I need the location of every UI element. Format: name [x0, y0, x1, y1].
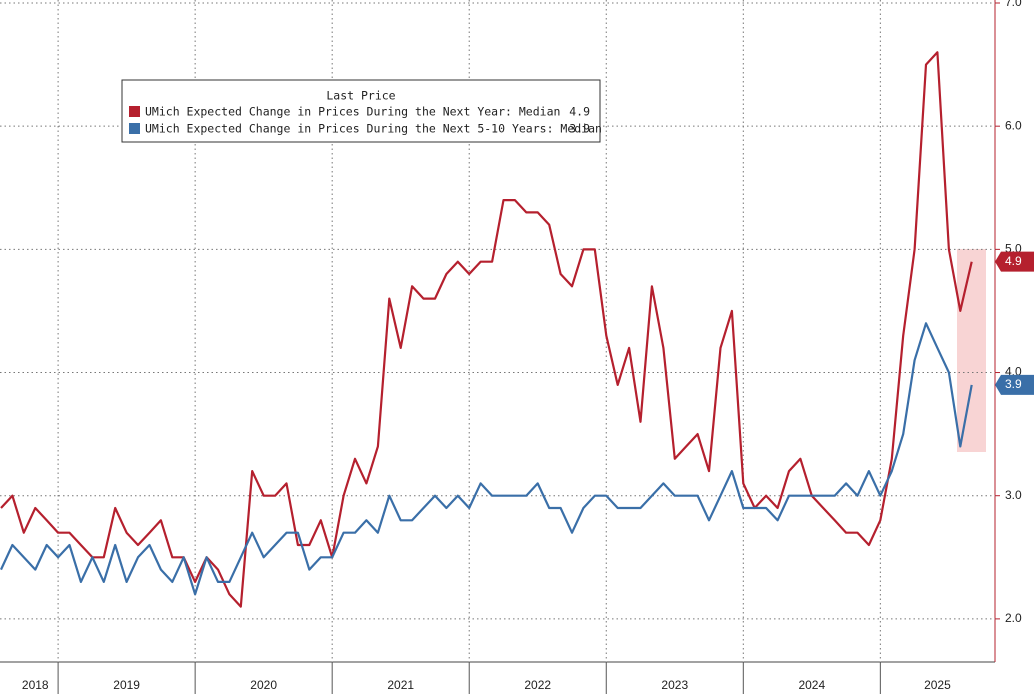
y-tick-label: 6.0 [1005, 118, 1022, 132]
x-tick-label: 2018 [22, 678, 49, 692]
plot-lines [0, 51, 973, 608]
legend-label: UMich Expected Change in Prices During t… [145, 122, 602, 136]
last-value-tags: 4.9 3.9 [995, 251, 1034, 395]
value-tag-label: 3.9 [1005, 377, 1022, 391]
x-tick-label: 2021 [387, 678, 414, 692]
x-tick-label: 2022 [524, 678, 551, 692]
value-tag-label: 4.9 [1005, 254, 1022, 268]
x-tick-label: 2025 [924, 678, 951, 692]
legend-swatch [129, 123, 140, 134]
y-tick-label: 2.0 [1005, 611, 1022, 625]
legend-label: UMich Expected Change in Prices During t… [145, 105, 560, 119]
x-tick-label: 2024 [798, 678, 825, 692]
value-tag [995, 251, 1034, 272]
x-axis: 2018 2019 2020 2021 2022 2023 2024 2025 [22, 662, 951, 694]
legend-swatch [129, 106, 140, 117]
y-tick-label: 3.0 [1005, 488, 1022, 502]
highlight-region [957, 249, 986, 452]
legend-value: 4.9 [569, 105, 590, 119]
series-line [0, 322, 973, 596]
value-tag [995, 374, 1034, 395]
x-tick-label: 2020 [250, 678, 277, 692]
y-axis: 2.03.04.05.06.07.0 [995, 0, 1022, 625]
legend-title: Last Price [326, 89, 395, 103]
legend-box [121, 79, 601, 143]
x-tick-label: 2019 [113, 678, 140, 692]
y-tick-label: 7.0 [1005, 0, 1022, 9]
series-line [0, 51, 973, 608]
legend: Last Price UMich Expected Change in Pric… [121, 79, 602, 143]
x-tick-label: 2023 [661, 678, 688, 692]
legend-value: 3.9 [569, 122, 590, 136]
